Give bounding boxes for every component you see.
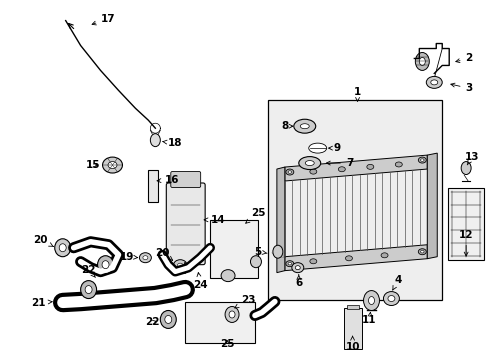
Ellipse shape	[305, 161, 314, 166]
Ellipse shape	[309, 259, 316, 264]
Text: 7: 7	[326, 158, 352, 168]
Text: 4: 4	[392, 275, 401, 290]
Ellipse shape	[287, 171, 291, 173]
Ellipse shape	[59, 244, 66, 252]
Ellipse shape	[308, 143, 326, 153]
Ellipse shape	[293, 119, 315, 133]
Text: 24: 24	[192, 273, 207, 289]
Ellipse shape	[363, 291, 379, 310]
Ellipse shape	[420, 251, 423, 253]
Text: 23: 23	[234, 294, 255, 308]
Bar	[185, 302, 254, 343]
Ellipse shape	[250, 256, 261, 268]
Text: 21: 21	[32, 297, 52, 307]
Ellipse shape	[460, 162, 470, 175]
Ellipse shape	[414, 53, 428, 71]
Ellipse shape	[164, 315, 171, 323]
Bar	[447, 188, 483, 260]
Ellipse shape	[102, 261, 109, 269]
Ellipse shape	[366, 165, 373, 169]
Ellipse shape	[417, 249, 426, 255]
Ellipse shape	[295, 266, 300, 270]
Text: 25: 25	[220, 339, 234, 349]
Polygon shape	[276, 167, 285, 273]
Bar	[210, 220, 258, 278]
Ellipse shape	[85, 285, 92, 293]
Text: 19: 19	[120, 252, 138, 262]
Ellipse shape	[420, 159, 423, 161]
Ellipse shape	[173, 260, 187, 272]
Ellipse shape	[426, 76, 441, 88]
Text: 25: 25	[245, 208, 264, 223]
Ellipse shape	[150, 134, 160, 147]
Ellipse shape	[272, 245, 282, 258]
Ellipse shape	[387, 296, 394, 302]
Ellipse shape	[368, 297, 374, 305]
Text: 22: 22	[81, 265, 96, 278]
Ellipse shape	[55, 239, 71, 257]
Bar	[267, 100, 441, 300]
Ellipse shape	[417, 157, 426, 163]
Ellipse shape	[285, 261, 293, 267]
Bar	[346, 305, 358, 310]
Text: 5: 5	[254, 247, 266, 257]
Text: 8: 8	[281, 121, 292, 131]
Ellipse shape	[338, 167, 345, 172]
Text: 20: 20	[155, 248, 172, 260]
Text: 2: 2	[455, 54, 472, 63]
Ellipse shape	[102, 157, 122, 173]
Polygon shape	[285, 245, 427, 271]
Text: 18: 18	[162, 138, 182, 148]
FancyBboxPatch shape	[166, 183, 205, 265]
Ellipse shape	[139, 253, 151, 263]
Polygon shape	[427, 153, 436, 259]
Text: 9: 9	[328, 143, 340, 153]
Text: 6: 6	[295, 275, 302, 288]
Ellipse shape	[345, 256, 352, 261]
Ellipse shape	[383, 292, 399, 306]
Bar	[148, 170, 158, 202]
Text: 12: 12	[458, 230, 472, 256]
Text: 14: 14	[203, 215, 225, 225]
Ellipse shape	[142, 256, 147, 260]
Ellipse shape	[298, 157, 320, 170]
Ellipse shape	[221, 270, 235, 282]
Text: 3: 3	[450, 83, 472, 93]
Text: 16: 16	[157, 175, 179, 185]
Bar	[343, 307, 361, 349]
Ellipse shape	[309, 169, 316, 174]
Ellipse shape	[228, 311, 235, 318]
Polygon shape	[285, 155, 427, 181]
Text: 1: 1	[353, 87, 361, 102]
Ellipse shape	[419, 58, 425, 66]
Ellipse shape	[291, 263, 303, 273]
Text: 20: 20	[34, 235, 53, 247]
Text: 22: 22	[145, 318, 159, 328]
Ellipse shape	[287, 262, 291, 265]
Ellipse shape	[81, 280, 96, 298]
Ellipse shape	[224, 306, 239, 323]
FancyBboxPatch shape	[170, 171, 200, 188]
Ellipse shape	[285, 169, 293, 175]
Ellipse shape	[430, 80, 437, 85]
Ellipse shape	[380, 253, 387, 258]
Ellipse shape	[108, 162, 117, 168]
Text: 11: 11	[362, 312, 376, 325]
Ellipse shape	[98, 256, 113, 274]
Text: 10: 10	[345, 336, 359, 352]
Text: 15: 15	[85, 160, 100, 170]
Text: 13: 13	[464, 152, 478, 165]
Ellipse shape	[300, 124, 308, 129]
Text: 17: 17	[92, 14, 116, 25]
Ellipse shape	[394, 162, 402, 167]
Ellipse shape	[177, 263, 183, 268]
Ellipse shape	[160, 310, 176, 328]
